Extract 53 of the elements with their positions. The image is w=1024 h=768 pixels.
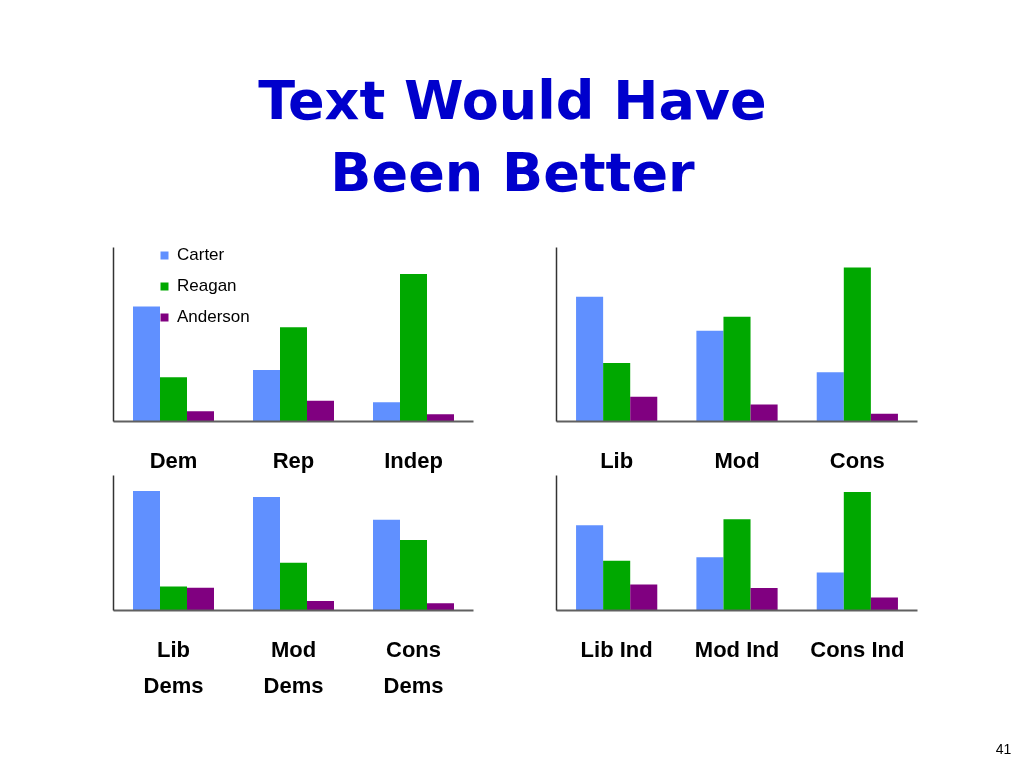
- x-tick-label: Lib: [600, 447, 634, 473]
- bar: [427, 603, 454, 611]
- bar: [630, 584, 658, 611]
- bar: [253, 369, 280, 422]
- x-tick-label: Cons: [829, 447, 885, 473]
- bar: [187, 411, 214, 422]
- bar: [160, 377, 187, 422]
- bar: [870, 597, 898, 611]
- x-tick-label: Indep: [384, 447, 443, 473]
- bar: [280, 562, 307, 611]
- text: 41: [995, 740, 1012, 757]
- bar: [843, 267, 871, 422]
- x-tick-label: Lib Dems: [143, 636, 204, 698]
- bar: [630, 396, 658, 422]
- x-tick-label: Mod Ind: [694, 636, 780, 662]
- legend-label: Anderson: [177, 307, 250, 327]
- bar: [696, 557, 724, 611]
- bar: [253, 497, 280, 611]
- x-tick-label: Cons Ind: [810, 636, 905, 662]
- x-tick-label: Lib Ind: [580, 636, 653, 662]
- bar: [816, 372, 844, 422]
- bar: [160, 586, 187, 611]
- x-tick-label: Dem: [149, 447, 198, 473]
- bar: [427, 414, 454, 422]
- bar: [400, 540, 427, 611]
- bar: [723, 519, 751, 611]
- bar: [133, 491, 160, 611]
- bar: [696, 330, 724, 422]
- bar: [723, 316, 751, 422]
- bar: [576, 296, 604, 422]
- x-tick-label: Rep: [272, 447, 315, 473]
- bar: [750, 404, 778, 422]
- x-tick-label: Cons Dems: [383, 636, 444, 698]
- bar: [603, 362, 631, 422]
- bar: [576, 525, 604, 611]
- bar: [750, 588, 778, 611]
- x-tick-label: Mod Dems: [263, 636, 324, 698]
- bar: [307, 400, 334, 422]
- legend-label: Reagan: [177, 276, 237, 296]
- legend-label: Carter: [177, 246, 225, 265]
- bar: [400, 274, 427, 422]
- bar: [816, 572, 844, 611]
- bar: [373, 519, 400, 611]
- bar: [133, 306, 160, 422]
- bar: [307, 600, 334, 611]
- bar: [280, 327, 307, 422]
- bar: [373, 402, 400, 422]
- bar: [603, 560, 631, 611]
- bar: [843, 492, 871, 611]
- chart-title: Text Would Have Been Better: [258, 69, 767, 204]
- x-tick-label: Mod: [714, 447, 760, 473]
- bar: [187, 587, 214, 611]
- bar: [870, 413, 898, 422]
